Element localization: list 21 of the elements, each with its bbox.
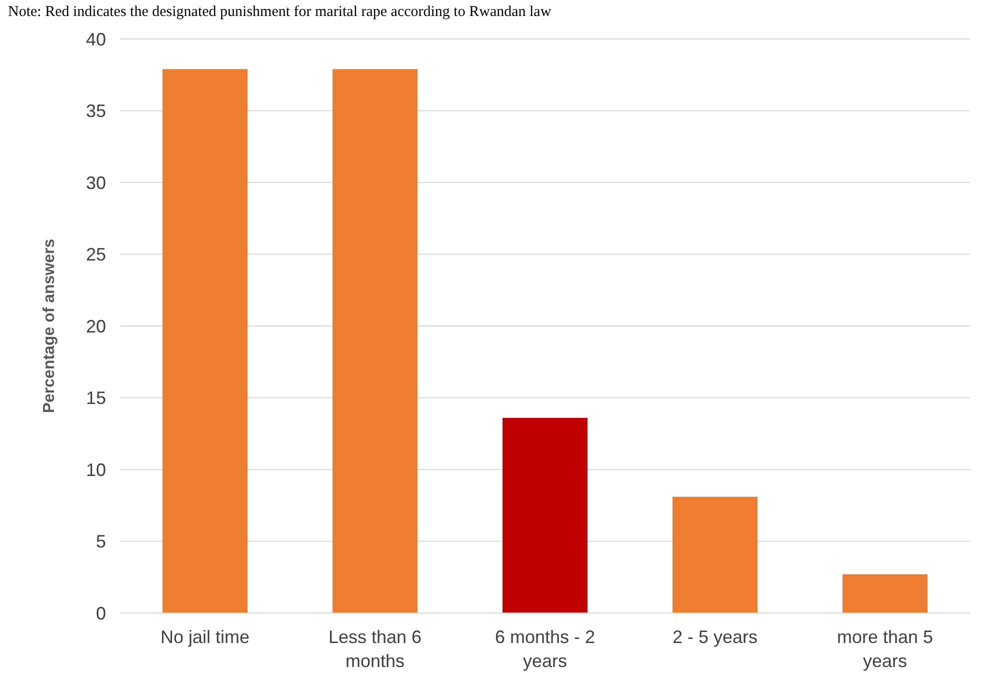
- bar: [162, 69, 248, 613]
- y-tick-label: 10: [86, 460, 106, 480]
- x-tick-label: more than 5 years: [836, 627, 934, 671]
- y-tick-label: 35: [86, 101, 106, 122]
- y-axis-title: Percentage of answers: [41, 238, 58, 414]
- y-tick-label: 30: [86, 172, 106, 193]
- bar: [332, 69, 418, 613]
- y-tick-label: 5: [96, 532, 106, 552]
- y-tick-label: 0: [96, 603, 106, 624]
- bar: [502, 418, 588, 613]
- y-tick-label: 40: [86, 29, 106, 50]
- y-tick-label: 15: [86, 388, 106, 408]
- x-tick-label: 6 months - 2 years: [494, 627, 596, 671]
- x-tick-label: Less than 6 months: [328, 627, 422, 671]
- bar: [842, 574, 928, 613]
- y-tick-label: 25: [86, 244, 106, 265]
- x-tick-label: 2 - 5 years: [672, 627, 758, 647]
- y-tick-label: 20: [86, 316, 106, 336]
- text: Note: Red indicates the designated punishment for marital rape according to Rwandan law: [8, 4, 552, 20]
- x-tick-label: No jail time: [160, 627, 250, 647]
- bar: [672, 496, 758, 613]
